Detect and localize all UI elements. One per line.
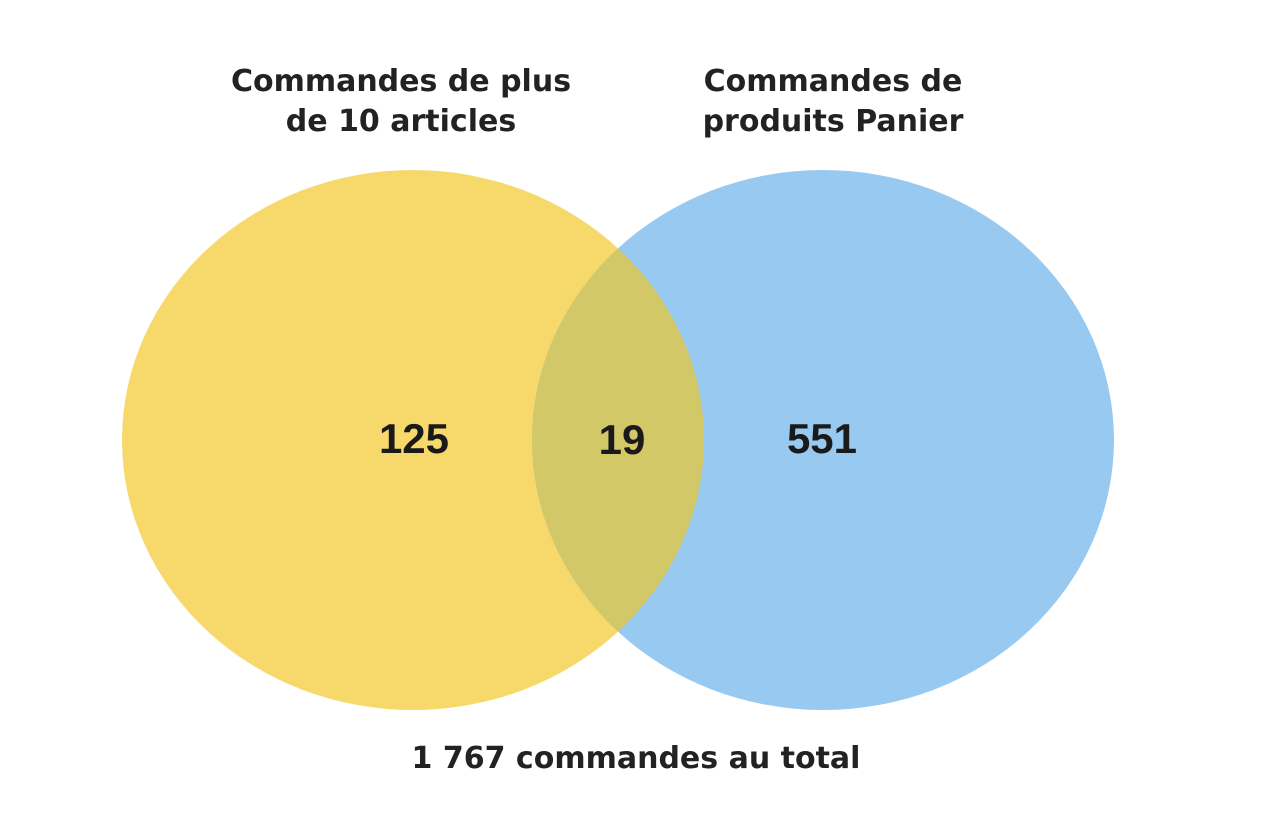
set-circle-basket-orders: [532, 170, 1114, 710]
count-large-orders-only: 125: [378, 415, 450, 462]
set-label-large-orders: Commandes de plus de 10 articles: [191, 62, 611, 142]
set-label-large-orders-line1: Commandes de plus: [230, 64, 572, 99]
total-caption: 1 767 commandes au total: [411, 741, 861, 776]
set-label-basket-orders-line1: Commandes de: [703, 64, 963, 99]
count-basket-orders-only: 551: [786, 415, 858, 462]
set-label-large-orders-line2: de 10 articles: [285, 104, 517, 139]
set-label-basket-orders: Commandes de produits Panier: [623, 62, 1043, 142]
set-label-basket-orders-line2: produits Panier: [702, 104, 964, 139]
count-intersection: 19: [598, 416, 646, 463]
set-circle-large-orders: [122, 170, 704, 710]
